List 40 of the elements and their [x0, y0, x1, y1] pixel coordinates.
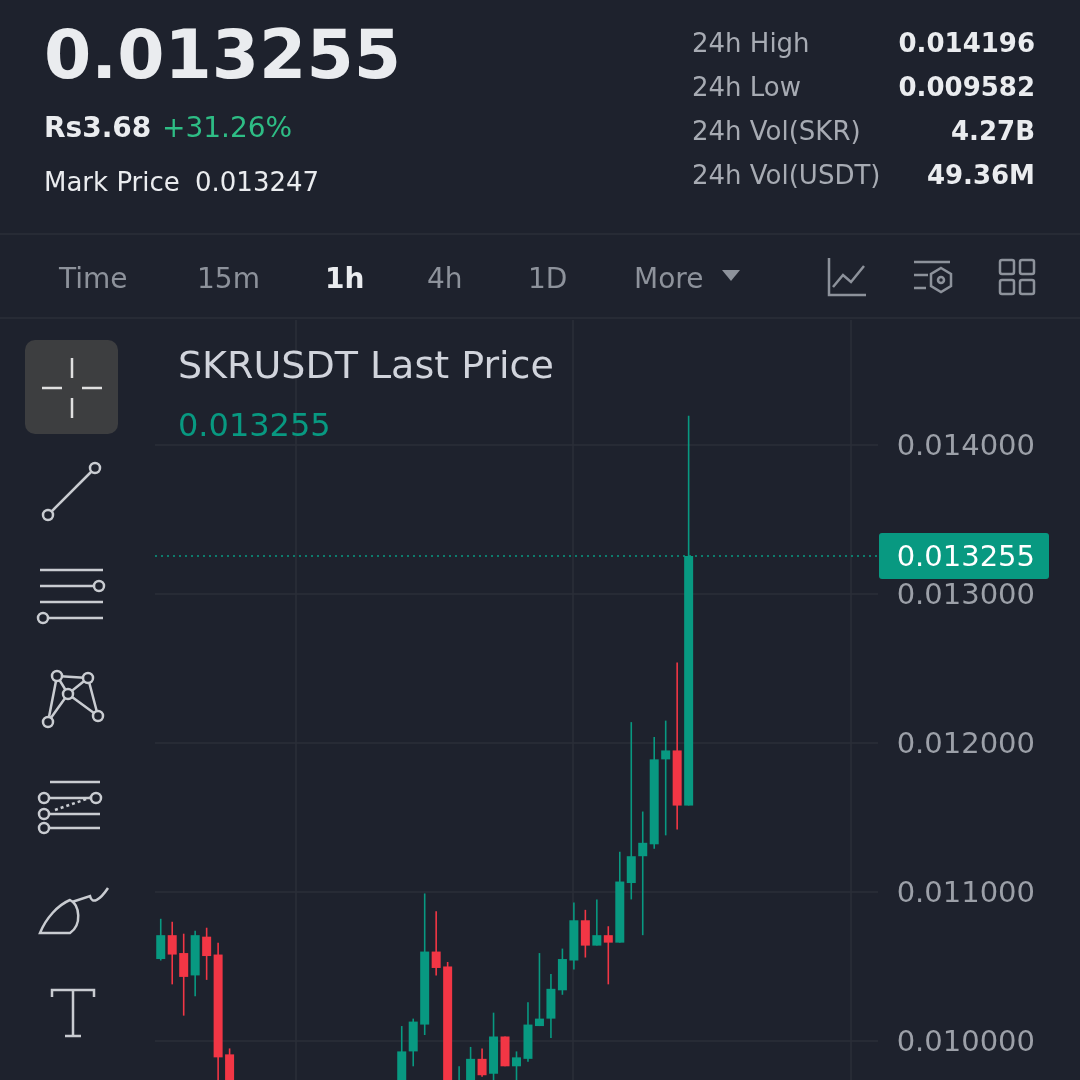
- candlestick: [167, 920, 177, 986]
- y-tick-label: 0.012000: [896, 726, 1035, 761]
- candlestick: [156, 917, 166, 962]
- text: 15m: [197, 262, 260, 295]
- text: SKRUSDT Last Price: [178, 343, 554, 387]
- text: More: [634, 262, 704, 295]
- candlestick: [466, 1046, 476, 1080]
- ref-line-label: 0.013255: [896, 539, 1035, 574]
- text: 24h High: [692, 28, 810, 58]
- text: Time: [58, 262, 128, 295]
- text: 24h Vol(USDT): [692, 160, 881, 190]
- candlestick: [202, 926, 212, 981]
- y-tick-label: 0.010000: [896, 1024, 1035, 1059]
- annotation: 0.013255: [178, 406, 331, 444]
- y-tick-label: 0.014000: [896, 428, 1035, 463]
- text: Mark Price: [44, 167, 180, 197]
- text: Rs3.68: [44, 111, 152, 144]
- candlestick: [592, 898, 602, 947]
- candlestick: [661, 719, 671, 837]
- text: 0.009582: [898, 72, 1035, 102]
- candlestick: [431, 910, 441, 977]
- text: 24h Vol(SKR): [692, 116, 861, 146]
- y-tick-label: 0.013000: [896, 577, 1035, 612]
- text: 1h: [325, 262, 365, 295]
- text: 24h Low: [692, 72, 802, 102]
- candlestick: [477, 1047, 487, 1078]
- text: 0.014196: [898, 28, 1035, 58]
- text: +31.26%: [162, 111, 293, 144]
- candlestick: [603, 925, 613, 986]
- candlestick: [512, 1050, 521, 1080]
- text: 4.27B: [951, 116, 1035, 146]
- y-tick-label: 0.011000: [896, 875, 1035, 910]
- text: 1D: [528, 262, 568, 295]
- text: 0.013247: [195, 167, 320, 197]
- text: 49.36M: [926, 160, 1035, 190]
- candlestick: [179, 932, 189, 1017]
- text: 4h: [427, 262, 463, 295]
- candlestick: [534, 952, 544, 1027]
- candlestick: [638, 810, 648, 936]
- text: 0.013255: [44, 15, 402, 94]
